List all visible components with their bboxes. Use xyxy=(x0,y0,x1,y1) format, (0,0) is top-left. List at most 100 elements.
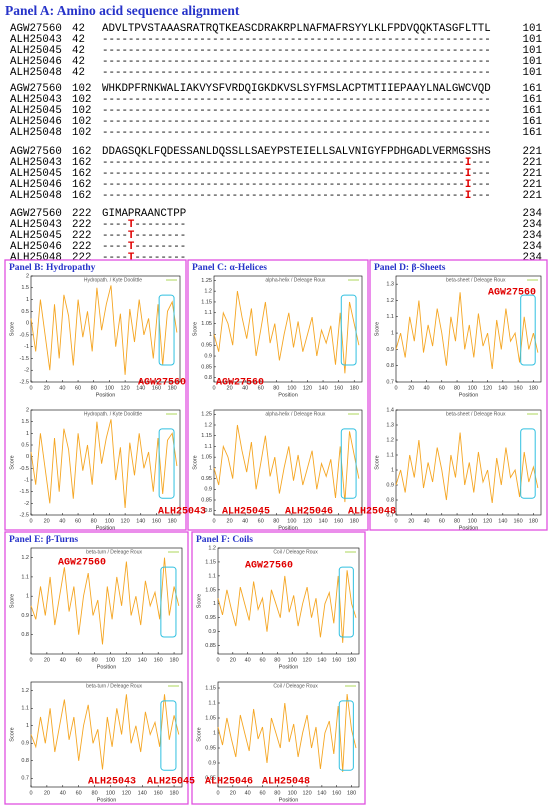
sequence: ADVLTPVSTAAASRATRQTKEASCDRAKRPLNAFMAFRSY… xyxy=(102,23,491,35)
annotation: AGW27560 xyxy=(216,378,264,389)
y-tick-label: 1.05 xyxy=(205,587,216,593)
x-tick-label: 100 xyxy=(105,518,114,524)
y-tick-label: 1.05 xyxy=(205,715,216,721)
x-tick-label: 180 xyxy=(347,657,356,663)
y-tick-label: 0.95 xyxy=(205,745,216,751)
y-axis-label: Score xyxy=(196,594,202,608)
y-tick-label: 1.3 xyxy=(386,282,394,288)
y-tick-label: 1.2 xyxy=(204,422,212,428)
x-tick-label: 140 xyxy=(136,385,145,391)
sequence-start: 162 xyxy=(72,157,91,169)
plot-frame xyxy=(395,275,542,383)
x-tick-label: 160 xyxy=(332,790,341,796)
x-tick-label: 60 xyxy=(259,657,265,663)
x-tick-label: 60 xyxy=(258,518,264,524)
x-tick-label: 100 xyxy=(468,518,477,524)
x-axis-label: Position xyxy=(278,392,298,398)
sequence-name: ALH25043 xyxy=(10,34,62,46)
y-tick-label: 1 xyxy=(209,332,212,338)
y-tick-label: 0.9 xyxy=(386,347,394,353)
highlight-box xyxy=(160,566,177,638)
x-tick-label: 180 xyxy=(168,385,177,391)
annotation: ALH25043 xyxy=(158,507,206,518)
x-tick-label: 20 xyxy=(408,518,414,524)
sequence-start: 102 xyxy=(72,83,91,95)
x-tick-label: 0 xyxy=(29,657,32,663)
x-tick-label: 120 xyxy=(121,385,130,391)
x-tick-label: 160 xyxy=(154,657,163,663)
sequence-end: 234 xyxy=(523,219,542,231)
chart-title: Hydropath. / Kyte Doolittle xyxy=(84,411,142,417)
sequence-name: AGW27560 xyxy=(10,146,62,158)
x-tick-label: 0 xyxy=(29,518,32,524)
chart-title: Coil / Deleage Roux xyxy=(273,549,318,555)
sequence-name: ALH25045 xyxy=(10,105,62,117)
sequence: WHKDPFRNKWALIAKVYSFVRDQIGKDKVSLSYFMSLACP… xyxy=(102,83,491,95)
y-tick-label: 1.15 xyxy=(205,559,216,565)
sequence-name: AGW27560 xyxy=(10,83,62,95)
sequence-name: ALH25046 xyxy=(10,241,62,253)
y-tick-label: 0.95 xyxy=(201,476,212,482)
sequence-start: 162 xyxy=(72,146,91,158)
sequence-name: ALH25046 xyxy=(10,116,62,128)
y-tick-label: 0.85 xyxy=(201,497,212,503)
sequence-end: 161 xyxy=(523,83,542,95)
x-tick-label: 0 xyxy=(29,790,32,796)
sequence-name: ALH25043 xyxy=(10,219,62,231)
x-axis-label: Position xyxy=(97,664,117,670)
y-tick-label: 0.9 xyxy=(208,760,216,766)
x-axis-label: Position xyxy=(459,525,479,531)
x-tick-label: 60 xyxy=(76,657,82,663)
y-tick-label: -1.5 xyxy=(20,356,29,362)
y-tick-label: 1.25 xyxy=(201,278,212,284)
y-tick-label: 1.1 xyxy=(208,700,216,706)
x-tick-label: 180 xyxy=(350,385,359,391)
data-line xyxy=(395,292,539,370)
x-tick-label: 80 xyxy=(273,518,279,524)
sequence: ----T-------- xyxy=(102,241,186,253)
data-line xyxy=(30,285,178,375)
x-tick-label: 40 xyxy=(423,385,429,391)
highlight-box xyxy=(520,294,536,366)
y-tick-label: 1.1 xyxy=(204,444,212,450)
x-tick-label: 160 xyxy=(154,790,163,796)
x-tick-label: 20 xyxy=(230,657,236,663)
sequence-end: 161 xyxy=(523,94,542,106)
y-tick-label: 0.8 xyxy=(21,632,29,638)
panel-title: Panel F: Coils xyxy=(196,535,253,545)
sequence-name: ALH25046 xyxy=(10,56,62,68)
plot-frame xyxy=(30,681,183,788)
x-tick-label: 20 xyxy=(44,657,50,663)
highlight-box xyxy=(158,428,175,499)
sequence-end: 161 xyxy=(523,127,542,139)
y-tick-label: 1.2 xyxy=(21,688,29,694)
sequence-start: 42 xyxy=(72,34,85,46)
x-tick-label: 80 xyxy=(274,657,280,663)
y-tick-label: 1.5 xyxy=(21,419,29,425)
y-axis-label: Score xyxy=(9,594,15,608)
sequence: ----------------------------------------… xyxy=(102,127,491,139)
sequence: ----------------------------------------… xyxy=(102,105,491,117)
sequence-start: 42 xyxy=(72,45,85,57)
x-tick-label: 40 xyxy=(60,657,66,663)
sequence-start: 102 xyxy=(72,127,91,139)
y-tick-label: 0.7 xyxy=(386,512,394,518)
y-tick-label: 1.3 xyxy=(386,422,394,428)
x-tick-label: 40 xyxy=(242,385,248,391)
x-tick-label: 40 xyxy=(59,518,65,524)
y-tick-label: 1.1 xyxy=(208,573,216,579)
x-tick-label: 60 xyxy=(439,385,445,391)
y-tick-label: 1.05 xyxy=(201,321,212,327)
y-tick-label: 1.2 xyxy=(208,545,216,551)
sequence-name: ALH25046 xyxy=(10,179,62,191)
sequence: ----------------------------------------… xyxy=(102,56,491,68)
highlight-box xyxy=(340,428,357,499)
y-tick-label: 0.95 xyxy=(201,343,212,349)
y-tick-label: 1.2 xyxy=(386,298,394,304)
annotation: ALH25048 xyxy=(348,507,396,518)
sequence: ----------------------------------------… xyxy=(102,67,491,79)
x-tick-label: 0 xyxy=(29,385,32,391)
sequence-end: 161 xyxy=(523,116,542,128)
x-tick-label: 40 xyxy=(242,518,248,524)
sequence-start: 222 xyxy=(72,241,91,253)
